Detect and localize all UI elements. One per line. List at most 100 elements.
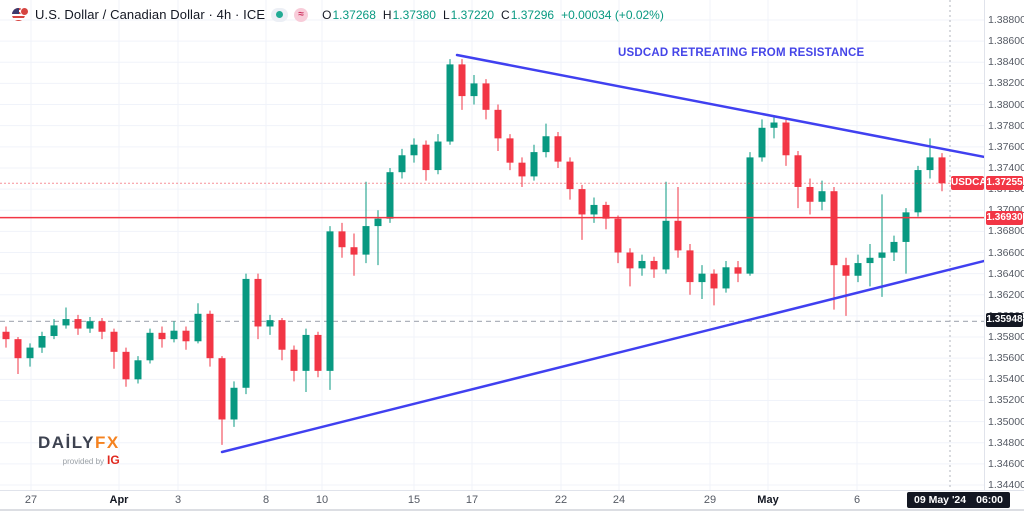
time-axis-label: 3 [174,494,182,506]
time-axis-label: 22 [554,494,568,506]
price-axis-label: 1.34800 [988,436,1024,449]
candle-down [782,122,790,156]
candle-down [278,320,286,350]
candle-up [662,220,670,270]
candle-up [62,319,70,326]
time-axis-label: 6 [853,494,861,506]
candle-up [866,257,874,264]
candle-up [890,241,898,253]
candle-up [758,127,766,158]
symbol-title[interactable]: U.S. Dollar / Canadian Dollar · 4h · ICE [35,7,266,22]
symbol-price-badge: USDCAD [951,176,994,191]
price-axis-separator [984,0,985,490]
candle-down [650,260,658,270]
price-axis[interactable]: 1.38800 1.38600 1.38400 1.38200 1.38000 1.378… [985,0,1024,491]
candle-down [158,332,166,340]
candle-up [362,226,370,255]
price-axis-label: 1.35400 [988,373,1024,386]
high-value: 1.37380 [392,7,436,22]
candle-down [578,189,586,215]
candle-up [638,260,646,269]
ohlc-values: O1.37268 H1.37380 L1.37220 C1.37296 +0.0… [322,8,664,22]
candle-down [674,220,682,251]
candle-up [146,332,154,361]
price-axis-label: 1.35800 [988,331,1024,344]
price-axis-label: 1.38000 [988,98,1024,111]
candle-up [50,325,58,336]
price-axis-label: 1.36800 [988,225,1024,238]
logo-daily: DAİLY [38,433,95,452]
candle-down [14,339,22,359]
low-label: L [442,7,450,22]
candle-down [794,155,802,187]
candle-up [914,170,922,213]
candle-down [494,109,502,139]
logo-fx: FX [94,433,120,452]
candle-up [590,204,598,215]
price-axis-label: 1.35000 [988,415,1024,428]
open-value: 1.37268 [332,7,376,22]
candle-up [134,360,142,380]
candle-up [410,144,418,156]
price-axis-label: 1.35600 [988,352,1024,365]
candle-up [530,152,538,177]
candle-down [314,334,322,371]
current-price-badge: 1.37255 [986,176,1023,191]
candle-down [710,273,718,289]
candle-up [818,191,826,202]
price-axis-label: 1.36400 [988,267,1024,280]
bottom-edge-bar [0,509,1024,511]
candle-up [386,172,394,219]
candle-up [746,157,754,274]
delayed-data-icon[interactable]: ≈ [294,7,309,22]
price-axis-label: 1.38200 [988,77,1024,90]
candle-up [242,278,250,388]
price-axis-label: 1.35200 [988,394,1024,407]
candle-down [122,351,130,380]
level-price-badge: 1.36930 [986,210,1023,225]
candle-down [806,186,814,202]
time-axis-label: Apr [109,494,129,506]
resistance-trendline[interactable] [455,53,984,159]
candle-down [74,319,82,329]
price-axis-label: 1.37400 [988,161,1024,174]
candle-down [98,321,106,332]
time-axis-label: 8 [262,494,270,506]
logo-provided-by: provided by [62,457,105,466]
support-trendline[interactable] [220,259,984,454]
usdcad-flags-icon [12,7,29,22]
candle-down [422,144,430,171]
price-axis-label: 1.38800 [988,14,1024,26]
candle-up [698,273,706,283]
dailyfx-logo: DAİLYFX provided by IG [38,433,120,467]
candle-up [26,347,34,359]
candle-down [554,136,562,162]
candle-up [770,122,778,128]
candle-down [602,204,610,219]
time-axis-label: May [757,494,779,506]
price-axis-label: 1.36200 [988,288,1024,301]
candle-up [266,320,274,327]
candle-down [206,313,214,359]
candle-down [218,358,226,420]
candlestick-chart-canvas[interactable] [0,0,984,490]
candle-up [722,267,730,289]
time-axis[interactable]: 09 May '24 06:00 27 Apr 3 8 10 15 17 22 24 29 May 6 [0,491,1024,510]
candle-down [566,161,574,190]
high-label: H [382,7,392,22]
candle-down [686,250,694,283]
chart-legend[interactable]: U.S. Dollar / Canadian Dollar · 4h · ICE… [12,7,664,22]
candle-up [878,252,886,258]
candle-up [170,330,178,340]
candle-up [446,64,454,142]
candle-down [290,349,298,371]
time-axis-label: 27 [24,494,38,506]
candle-up [194,313,202,342]
price-axis-label: 1.37800 [988,119,1024,132]
candle-down [2,331,10,340]
candle-down [458,64,466,97]
candle-up [470,83,478,97]
market-status-pill[interactable] [271,7,289,22]
candle-up [326,231,334,371]
annotation-text[interactable]: USDCAD RETREATING FROM RESISTANCE [618,47,865,59]
